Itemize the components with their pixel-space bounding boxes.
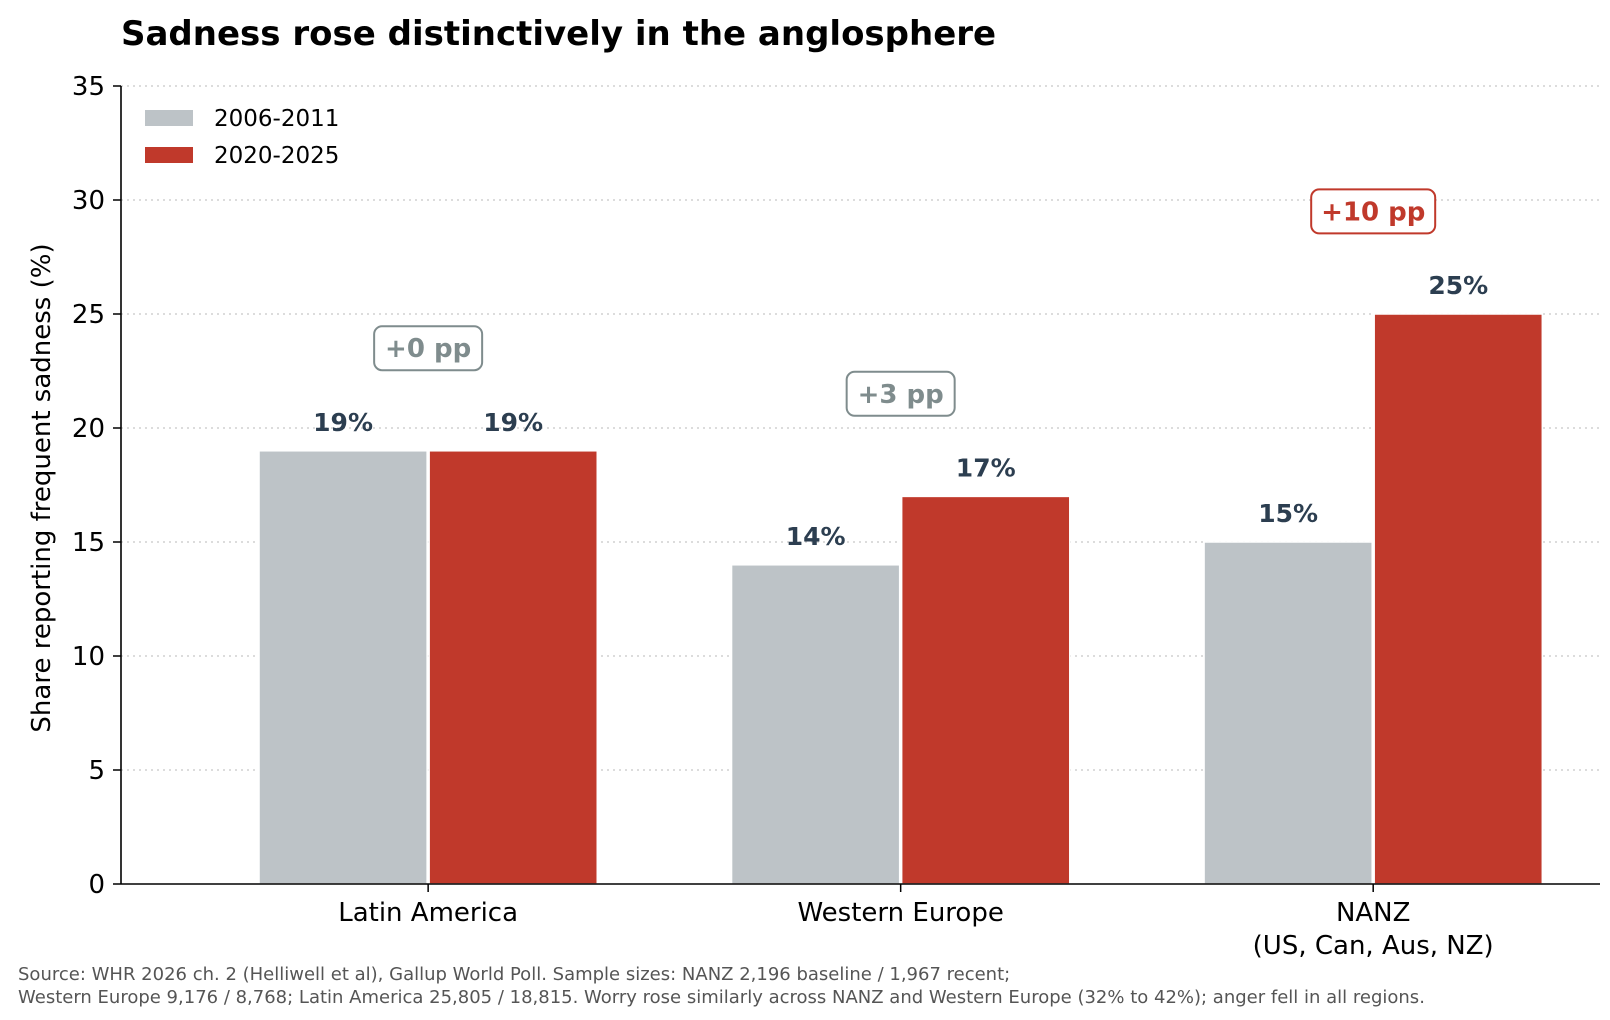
bar-value-label: 25% xyxy=(1428,271,1488,300)
bar-value-label: 15% xyxy=(1258,499,1318,528)
delta-badge xyxy=(373,325,484,372)
bar xyxy=(730,564,901,885)
bar xyxy=(428,450,598,885)
bar xyxy=(900,495,1071,885)
legend-entry-label: 2020-2025 xyxy=(214,143,339,169)
y-tick-label: 20 xyxy=(72,414,105,444)
bars xyxy=(258,313,1544,885)
ticks: 0 5 10 15 20 25 30 35 Latin America Western Europ… xyxy=(72,72,1494,961)
legend-swatch xyxy=(145,110,193,126)
y-tick-label: 25 xyxy=(72,300,105,330)
source-note-line-1: Source: WHR 2026 ch. 2 (Helliwell et al)… xyxy=(18,964,1010,985)
x-tick-label: (US, Can, Aus, NZ) xyxy=(1253,931,1494,961)
legend: 2006-2011 2020-2025 xyxy=(145,106,339,169)
y-tick-label: 10 xyxy=(72,642,105,672)
legend-entry-label: 2006-2011 xyxy=(214,106,339,132)
annotations: +0 pp +3 pp +10 pp xyxy=(373,188,1437,417)
y-tick-label: 5 xyxy=(88,756,105,786)
delta-badge xyxy=(845,370,956,417)
delta-badge xyxy=(1310,188,1437,235)
chart-title: Sadness rose distinctively in the anglos… xyxy=(121,14,996,54)
bar xyxy=(1203,541,1373,885)
x-tick-label: NANZ xyxy=(1336,898,1411,928)
y-tick-label: 0 xyxy=(88,870,105,900)
y-tick-label: 15 xyxy=(72,528,105,558)
bar xyxy=(1373,313,1544,885)
axes xyxy=(120,86,1600,885)
bar-value-label: 14% xyxy=(786,522,846,551)
y-tick-label: 35 xyxy=(72,72,105,102)
x-tick-label: Western Europe xyxy=(798,898,1004,928)
source-note-line-2: Western Europe 9,176 / 8,768; Latin Amer… xyxy=(18,987,1425,1008)
bar-value-label: 19% xyxy=(483,408,543,437)
y-axis-title: Share reporting frequent sadness (%) xyxy=(27,243,57,732)
delta-badge-label: +0 pp xyxy=(385,334,471,364)
delta-badge-label: +10 pp xyxy=(1321,197,1425,227)
value-labels: 19% 14% 15% 19% 17% 25% xyxy=(313,271,1488,551)
bar xyxy=(258,450,428,885)
x-tick-label: Latin America xyxy=(338,898,518,928)
bar-value-label: 19% xyxy=(313,408,373,437)
delta-badge-label: +3 pp xyxy=(858,380,944,410)
bar-value-label: 17% xyxy=(956,453,1016,482)
y-tick-label: 30 xyxy=(72,186,105,216)
legend-swatch xyxy=(145,147,193,163)
